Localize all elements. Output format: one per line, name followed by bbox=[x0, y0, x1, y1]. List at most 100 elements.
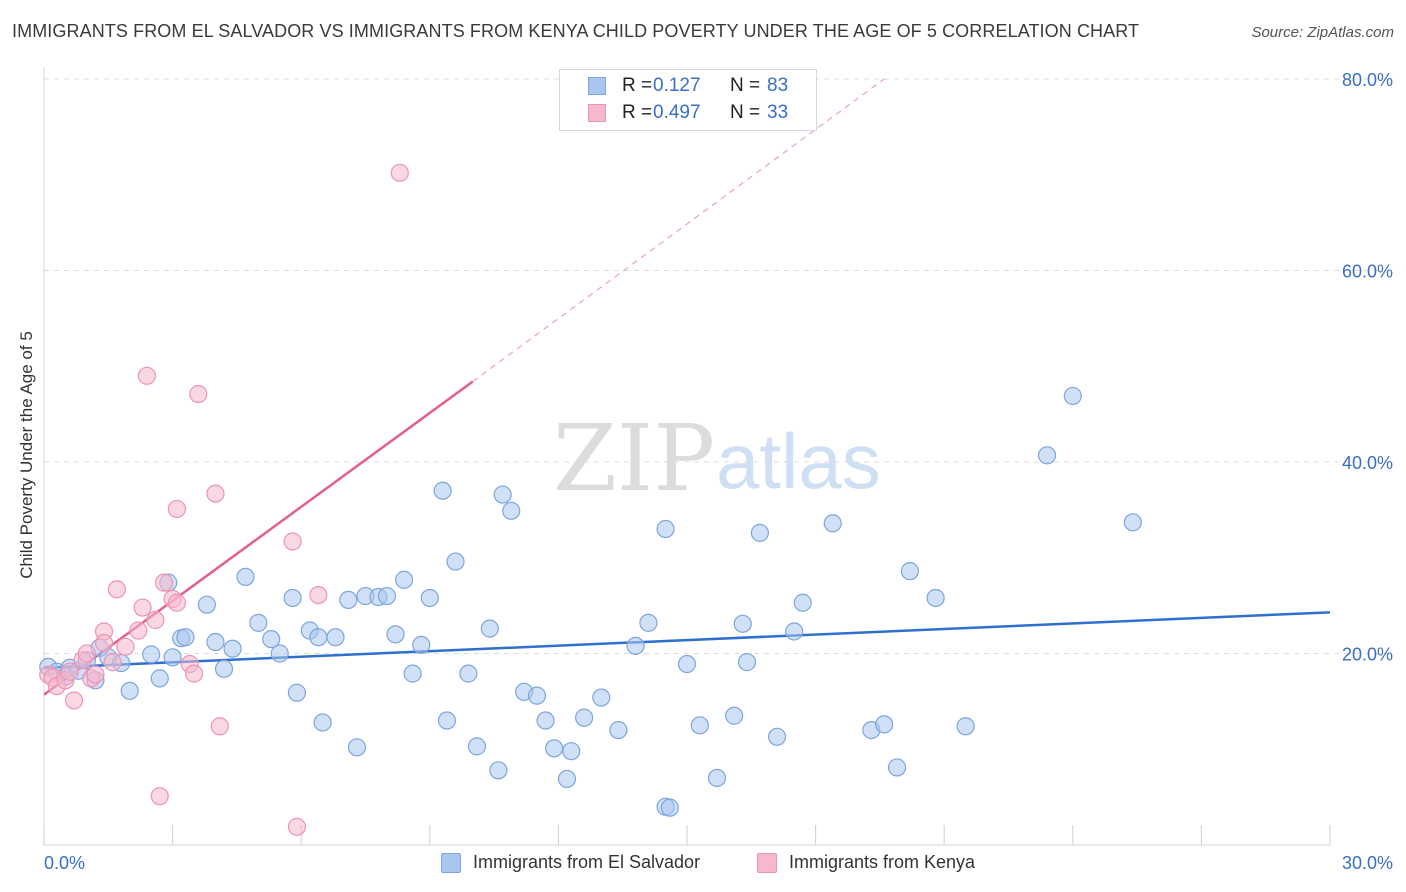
data-point-el-salvador bbox=[176, 628, 195, 647]
data-point-kenya bbox=[206, 484, 225, 503]
watermark-zip: ZIP bbox=[553, 405, 715, 512]
data-point-el-salvador bbox=[737, 653, 757, 672]
data-point-kenya bbox=[103, 653, 122, 672]
watermark-atlas: atlas bbox=[716, 417, 881, 505]
data-point-kenya bbox=[137, 366, 156, 385]
data-point-el-salvador bbox=[394, 570, 414, 589]
data-point-el-salvador bbox=[412, 635, 431, 654]
data-point-el-salvador bbox=[575, 708, 594, 727]
data-point-el-salvador bbox=[1123, 513, 1142, 532]
tick-labels: 20.0% 40.0% 60.0% 80.0% 0.0% 30.0% bbox=[44, 70, 1393, 873]
trend-extension-kenya bbox=[472, 78, 885, 383]
grid-lines bbox=[44, 78, 1392, 654]
data-point-el-salvador bbox=[403, 664, 422, 683]
data-point-el-salvador bbox=[347, 738, 367, 757]
trend-line-kenya bbox=[43, 380, 474, 696]
data-point-el-salvador bbox=[120, 681, 139, 700]
data-point-el-salvador bbox=[793, 593, 812, 612]
data-point-el-salvador bbox=[262, 630, 281, 649]
data-point-el-salvador bbox=[142, 645, 161, 664]
watermark: ZIP atlas bbox=[553, 405, 881, 512]
data-point-el-salvador bbox=[1037, 446, 1057, 465]
data-point-el-salvador bbox=[287, 683, 307, 702]
legend-label: Immigrants from El Salvador bbox=[473, 852, 701, 872]
legend-label: Immigrants from Kenya bbox=[789, 852, 976, 872]
data-point-el-salvador bbox=[1063, 386, 1082, 406]
data-point-kenya bbox=[129, 621, 148, 640]
data-point-el-salvador bbox=[223, 639, 242, 658]
data-point-el-salvador bbox=[887, 758, 907, 777]
trend-lines bbox=[43, 78, 1331, 696]
data-point-kenya bbox=[283, 532, 302, 551]
stats-row-el-salvador: R = 0.127 N = 83 bbox=[560, 74, 816, 98]
data-point-el-salvador bbox=[900, 562, 920, 581]
data-point-el-salvador bbox=[956, 717, 975, 736]
data-point-kenya bbox=[184, 664, 204, 683]
data-point-el-salvador bbox=[592, 688, 611, 707]
data-point-kenya bbox=[189, 384, 208, 404]
data-point-el-salvador bbox=[163, 648, 182, 667]
trend-line-el-salvador bbox=[43, 611, 1331, 670]
data-point-el-salvador bbox=[249, 613, 268, 632]
data-point-el-salvador bbox=[313, 713, 332, 732]
series-kenya bbox=[39, 163, 409, 836]
data-point-el-salvador bbox=[823, 514, 842, 533]
data-point-el-salvador bbox=[283, 588, 302, 608]
pink-swatch bbox=[588, 104, 606, 122]
data-point-el-salvador bbox=[489, 761, 508, 780]
data-point-el-salvador bbox=[309, 628, 328, 647]
data-point-el-salvador bbox=[420, 588, 439, 608]
r-label: R = bbox=[622, 75, 653, 96]
data-point-el-salvador bbox=[557, 769, 577, 789]
data-point-el-salvador bbox=[377, 586, 397, 606]
data-point-el-salvador bbox=[562, 742, 581, 761]
y-tick-label: 40.0% bbox=[1342, 453, 1393, 473]
data-point-el-salvador bbox=[875, 715, 894, 734]
data-point-el-salvador bbox=[725, 706, 744, 725]
data-point-el-salvador bbox=[493, 485, 512, 504]
source-label: Source: ZipAtlas.com bbox=[1251, 24, 1394, 41]
data-point-kenya bbox=[146, 610, 165, 630]
data-point-el-salvador bbox=[480, 619, 499, 638]
data-point-el-salvador bbox=[609, 720, 628, 740]
data-point-el-salvador bbox=[150, 669, 169, 688]
n-value: 83 bbox=[767, 75, 789, 96]
data-point-kenya bbox=[167, 499, 186, 519]
data-point-kenya bbox=[64, 691, 84, 710]
r-value: 0.497 bbox=[653, 102, 701, 123]
data-point-kenya bbox=[167, 593, 186, 612]
data-point-el-salvador bbox=[386, 625, 405, 644]
data-point-el-salvador bbox=[326, 628, 345, 647]
data-point-kenya bbox=[77, 644, 96, 663]
data-point-el-salvador bbox=[197, 595, 216, 614]
n-label: N = bbox=[730, 75, 761, 96]
data-point-kenya bbox=[287, 817, 307, 836]
data-point-kenya bbox=[390, 163, 409, 182]
y-tick-label: 60.0% bbox=[1342, 262, 1393, 282]
data-point-kenya bbox=[150, 787, 169, 806]
data-point-el-salvador bbox=[656, 519, 675, 539]
y-tick-label: 20.0% bbox=[1342, 645, 1393, 665]
data-point-el-salvador bbox=[733, 614, 752, 633]
stats-legend: R = 0.127 N = 83 R = 0.497 N = 33 bbox=[559, 69, 817, 131]
data-point-el-salvador bbox=[545, 739, 564, 758]
data-point-el-salvador bbox=[767, 727, 787, 746]
data-point-el-salvador bbox=[785, 622, 804, 641]
blue-swatch bbox=[441, 853, 461, 873]
data-point-el-salvador bbox=[502, 501, 521, 520]
data-point-el-salvador bbox=[926, 588, 945, 608]
blue-swatch bbox=[588, 77, 606, 95]
data-point-kenya bbox=[116, 637, 135, 656]
stats-row-kenya: R = 0.497 N = 33 bbox=[560, 101, 816, 125]
data-point-kenya bbox=[94, 633, 114, 653]
chart-title: IMMIGRANTS FROM EL SALVADOR VS IMMIGRANT… bbox=[12, 21, 1140, 41]
pink-swatch bbox=[757, 853, 777, 873]
data-point-el-salvador bbox=[707, 768, 727, 788]
data-point-el-salvador bbox=[206, 632, 225, 652]
data-point-el-salvador bbox=[639, 613, 658, 632]
axes bbox=[43, 67, 1331, 846]
data-point-el-salvador bbox=[750, 523, 769, 542]
n-value: 33 bbox=[767, 102, 789, 123]
r-label: R = bbox=[622, 102, 653, 123]
